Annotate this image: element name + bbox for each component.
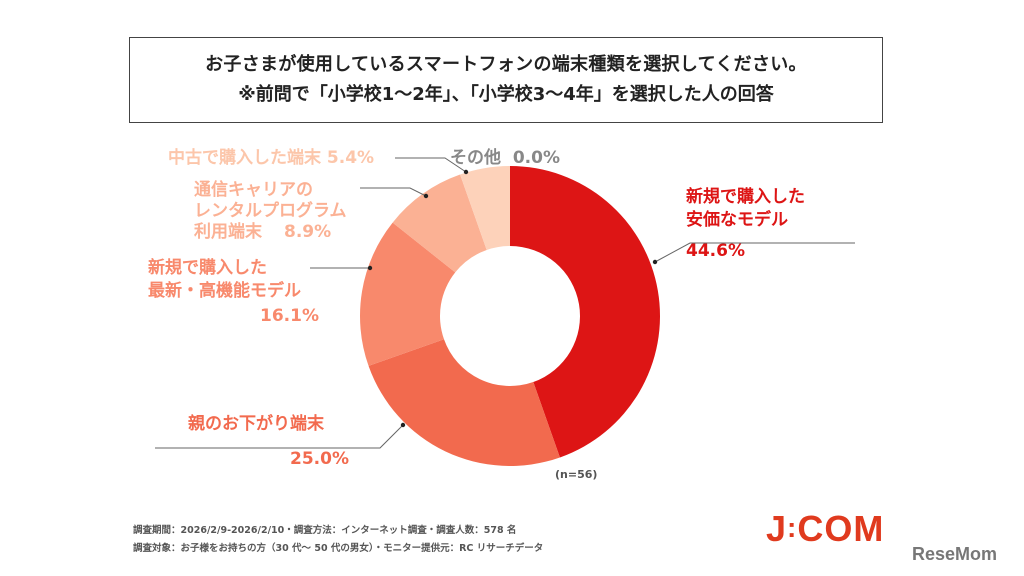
footer-line2: 調査対象：お子様をお持ちの方（30 代〜 50 代の男女）・モニター提供元：RC… bbox=[133, 543, 544, 554]
donut-slice-3 bbox=[392, 174, 487, 273]
jcom-logo: J:COM bbox=[766, 508, 885, 549]
donut-slice-2 bbox=[360, 222, 456, 366]
label-slice-0: 新規で購入した 安価なモデル 44.6% bbox=[686, 187, 805, 261]
title-line1: お子さまが使用しているスマートフォンの端末種類を選択してください。 bbox=[205, 54, 807, 75]
title-line2: ※前問で「小学校1〜2年」、「小学校3〜4年」を選択した人の回答 bbox=[238, 84, 774, 105]
donut-slice-4 bbox=[460, 166, 510, 250]
label-slice-4: 中古で購入した端末 5.4% bbox=[168, 148, 375, 168]
leader-line-4 bbox=[395, 157, 467, 173]
title-box: お子さまが使用しているスマートフォンの端末種類を選択してください。 ※前問で「小… bbox=[129, 37, 883, 123]
donut-slice-1 bbox=[368, 339, 560, 466]
leader-dot-4 bbox=[463, 169, 469, 175]
leader-line-3 bbox=[360, 187, 427, 197]
label-slice-1: 親のお下がり端末 25.0% bbox=[188, 414, 349, 469]
leader-dot-0 bbox=[652, 259, 658, 265]
footer-line1: 調査期間：2026/2/9-2026/2/10・調査方法：インターネット調査・調… bbox=[133, 525, 517, 536]
label-slice-2: 新規で購入した 最新・高機能モデル 16.1% bbox=[148, 258, 319, 326]
leader-dot-2 bbox=[367, 265, 373, 271]
leader-line-1 bbox=[155, 424, 404, 449]
leader-dot-3 bbox=[423, 193, 429, 199]
resemom-logo: ReseMom bbox=[912, 544, 998, 564]
leader-line-0 bbox=[654, 242, 855, 263]
leader-dot-1 bbox=[400, 422, 406, 428]
label-slice-3: 通信キャリアの レンタルプログラム 利用端末 8.9% bbox=[194, 180, 347, 242]
label-slice-5: その他 0.0% bbox=[450, 148, 560, 168]
donut-slice-0 bbox=[510, 166, 661, 458]
sample-size: (n=56) bbox=[555, 468, 598, 481]
